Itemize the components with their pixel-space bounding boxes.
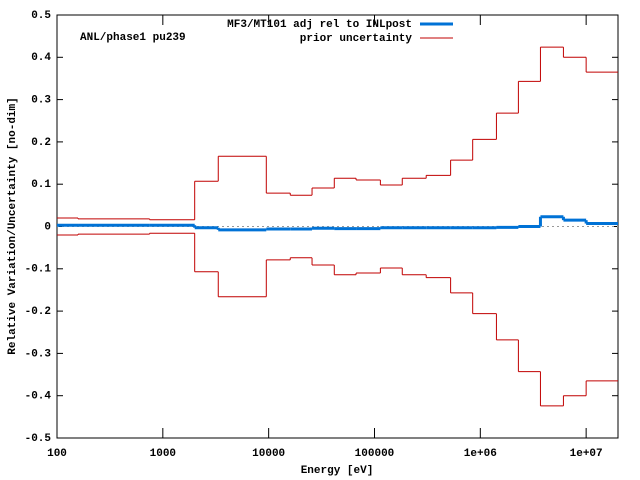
- x-tick-label: 10000: [252, 448, 285, 460]
- y-tick-label: -0.3: [25, 348, 52, 360]
- y-tick-label: -0.2: [25, 306, 51, 318]
- y-tick-label: 0.1: [31, 179, 51, 191]
- x-tick-label: 1e+07: [570, 448, 603, 460]
- legend-label: MF3/MT101 adj rel to INLpost: [227, 19, 412, 31]
- y-tick-label: -0.5: [25, 433, 52, 445]
- y-tick-label: -0.4: [25, 391, 52, 403]
- legend-label: prior uncertainty: [300, 33, 413, 45]
- x-tick-label: 100000: [355, 448, 395, 460]
- annotation: ANL/phase1 pu239: [80, 32, 186, 44]
- y-tick-label: -0.1: [25, 264, 52, 276]
- x-axis-label: Energy [eV]: [301, 465, 374, 477]
- y-tick-label: 0.2: [31, 137, 51, 149]
- x-tick-label: 100: [47, 448, 67, 460]
- y-tick-label: 0: [44, 221, 51, 233]
- y-axis-label: Relative Variation/Uncertainty [no-dim]: [7, 97, 19, 354]
- y-tick-label: 0.3: [31, 95, 51, 107]
- x-tick-label: 1e+06: [464, 448, 497, 460]
- y-tick-label: 0.4: [31, 52, 51, 64]
- x-tick-label: 1000: [150, 448, 176, 460]
- y-tick-label: 0.5: [31, 10, 51, 22]
